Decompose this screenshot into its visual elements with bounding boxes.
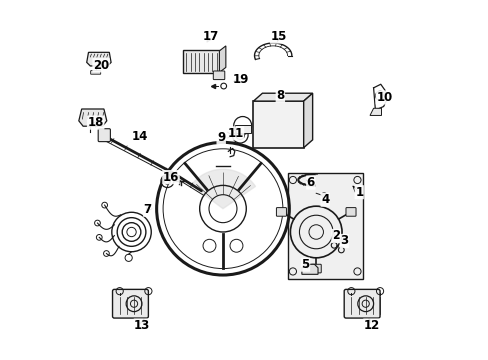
FancyBboxPatch shape bbox=[287, 173, 362, 279]
Text: 16: 16 bbox=[163, 171, 179, 184]
Text: 14: 14 bbox=[131, 130, 148, 144]
Text: 4: 4 bbox=[321, 193, 328, 206]
Text: 6: 6 bbox=[306, 176, 314, 189]
Polygon shape bbox=[86, 52, 111, 66]
FancyBboxPatch shape bbox=[253, 101, 303, 148]
FancyBboxPatch shape bbox=[98, 129, 110, 141]
Polygon shape bbox=[301, 264, 317, 274]
Circle shape bbox=[321, 193, 326, 198]
FancyBboxPatch shape bbox=[276, 208, 286, 216]
FancyBboxPatch shape bbox=[183, 50, 220, 73]
Text: 3: 3 bbox=[340, 234, 347, 247]
FancyBboxPatch shape bbox=[310, 264, 321, 273]
Polygon shape bbox=[191, 169, 255, 209]
Text: 18: 18 bbox=[87, 116, 103, 129]
Text: 12: 12 bbox=[363, 319, 379, 332]
Text: 15: 15 bbox=[270, 30, 286, 43]
Polygon shape bbox=[369, 108, 381, 116]
FancyBboxPatch shape bbox=[213, 71, 224, 80]
Text: 17: 17 bbox=[202, 30, 218, 43]
Text: 8: 8 bbox=[276, 89, 284, 102]
Polygon shape bbox=[253, 93, 312, 101]
Text: 2: 2 bbox=[331, 229, 339, 242]
Text: 20: 20 bbox=[93, 59, 109, 72]
Polygon shape bbox=[79, 109, 106, 126]
Text: 19: 19 bbox=[232, 73, 248, 86]
Polygon shape bbox=[219, 46, 225, 72]
Text: 1: 1 bbox=[354, 186, 363, 199]
FancyBboxPatch shape bbox=[346, 208, 355, 216]
Text: 9: 9 bbox=[217, 131, 225, 144]
FancyBboxPatch shape bbox=[112, 289, 148, 318]
FancyBboxPatch shape bbox=[90, 71, 101, 74]
Text: 5: 5 bbox=[301, 258, 309, 271]
Text: 7: 7 bbox=[143, 203, 151, 216]
Text: 11: 11 bbox=[227, 127, 243, 140]
FancyBboxPatch shape bbox=[344, 289, 379, 318]
Text: 13: 13 bbox=[134, 319, 150, 332]
FancyBboxPatch shape bbox=[234, 126, 250, 133]
Polygon shape bbox=[303, 93, 312, 148]
Text: 10: 10 bbox=[375, 91, 392, 104]
